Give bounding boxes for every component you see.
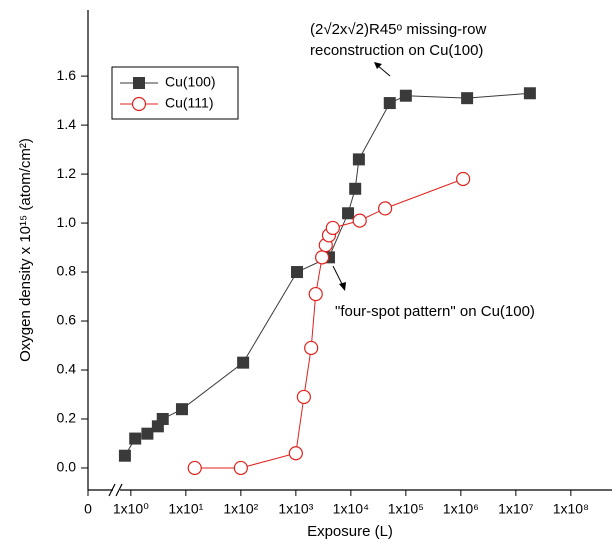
y-tick-label: 0.0 [57, 459, 77, 475]
data-point [304, 340, 319, 356]
data-point [141, 427, 154, 440]
data-point [314, 250, 330, 265]
data-point [461, 92, 474, 105]
x-tick-label: 1x10⁰ [113, 501, 149, 517]
arrowhead [374, 62, 382, 69]
x-tick-label: 1x10¹ [168, 501, 203, 517]
y-tick-label: 1.0 [57, 214, 77, 230]
data-point [288, 446, 303, 461]
data-point [383, 97, 396, 110]
data-point [175, 403, 188, 416]
y-tick-label: 1.4 [57, 116, 77, 132]
data-point [399, 89, 412, 102]
data-point [349, 182, 362, 195]
data-point [378, 201, 393, 216]
y-tick-label: 0.2 [57, 410, 77, 426]
legend-marker [131, 96, 147, 112]
axis-break [108, 483, 116, 497]
series-line [124, 92, 530, 456]
data-point [308, 286, 323, 302]
x-tick-label: 1x10⁸ [553, 501, 589, 517]
y-tick-label: 0.4 [57, 361, 77, 377]
x-tick-label: 0 [84, 501, 92, 517]
x-tick-label: 1x10³ [278, 501, 313, 517]
data-point [342, 207, 355, 220]
x-tick-label: 1x10² [223, 501, 258, 517]
data-point [352, 213, 367, 228]
data-point [156, 412, 169, 425]
legend-box [111, 66, 239, 120]
arrow [332, 265, 344, 287]
legend-label: Cu(100) [165, 74, 216, 90]
data-point [456, 171, 471, 187]
y-tick-label: 0.6 [57, 312, 77, 328]
data-point [291, 266, 304, 279]
data-point [118, 449, 131, 462]
data-point [187, 460, 202, 476]
arrowhead [339, 282, 346, 291]
data-point [237, 356, 250, 369]
y-axis-label: Oxygen density x 10¹⁵ (atom/cm²) [17, 138, 34, 362]
data-point [129, 432, 142, 445]
x-tick-label: 1x10⁵ [388, 501, 424, 517]
data-point [325, 220, 340, 236]
axis-break [115, 483, 123, 497]
annotation: (2√2x√2)R45ᵒ missing-row [310, 21, 487, 38]
x-tick-label: 1x10⁷ [498, 501, 533, 517]
x-tick-label: 1x10⁴ [333, 501, 369, 517]
x-axis-label: Exposure (L) [307, 523, 393, 540]
y-tick-label: 1.2 [57, 165, 77, 181]
data-point [296, 389, 311, 405]
data-point [523, 87, 536, 100]
annotation: reconstruction on Cu(100) [310, 42, 483, 59]
y-tick-label: 0.8 [57, 263, 77, 279]
legend-marker [133, 77, 145, 89]
legend-label: Cu(111) [165, 95, 214, 111]
y-tick-label: 1.6 [57, 67, 77, 83]
x-tick-label: 1x10⁶ [443, 501, 479, 517]
data-point [233, 460, 248, 476]
annotation: "four-spot pattern" on Cu(100) [335, 303, 535, 320]
data-point [352, 153, 365, 166]
